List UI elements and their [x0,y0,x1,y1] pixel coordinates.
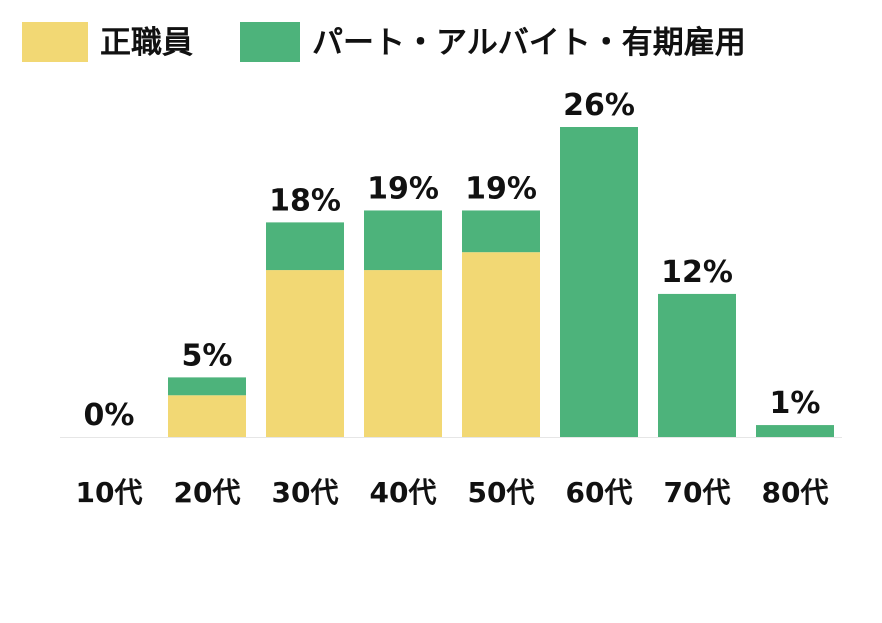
category-label: 70代 [664,476,731,509]
value-label: 19% [465,171,537,206]
legend-swatch-regular-staff [22,22,88,62]
category-label: 20代 [174,476,241,509]
bar-segment-regular-staff [168,395,246,437]
bars [168,127,834,437]
legend: 正職員 パート・アルバイト・有期雇用 [22,22,746,62]
category-labels: 10代 20代 30代 40代 50代 60代 70代 80代 [76,476,829,509]
bar-segment-part-time [658,293,736,437]
legend-label-part-time: パート・アルバイト・有期雇用 [312,25,746,61]
bar-segment-part-time [462,210,540,253]
bar-segment-part-time [266,222,344,271]
bar-segment-regular-staff [462,252,540,437]
value-label: 1% [770,386,821,421]
legend-swatch-part-time [240,22,300,62]
category-label: 10代 [76,476,143,509]
category-label: 30代 [272,476,339,509]
value-label: 19% [367,171,439,206]
value-label: 0% [84,398,135,433]
value-label: 12% [661,255,733,290]
bar-segment-part-time [364,210,442,271]
bar-segment-part-time [756,425,834,437]
category-label: 80代 [762,476,829,509]
bar-segment-part-time [168,377,246,396]
bar-segment-regular-staff [266,270,344,437]
legend-label-regular-staff: 正職員 [100,25,193,61]
category-label: 40代 [370,476,437,509]
value-label: 18% [269,183,341,218]
category-label: 60代 [566,476,633,509]
category-label: 50代 [468,476,535,509]
value-labels: 0% 5% 18% 19% 19% 26% 12% 1% [84,88,821,433]
bar-segment-part-time [560,127,638,437]
bar-segment-regular-staff [364,270,442,437]
value-label: 5% [182,338,233,373]
value-label: 26% [563,88,635,123]
